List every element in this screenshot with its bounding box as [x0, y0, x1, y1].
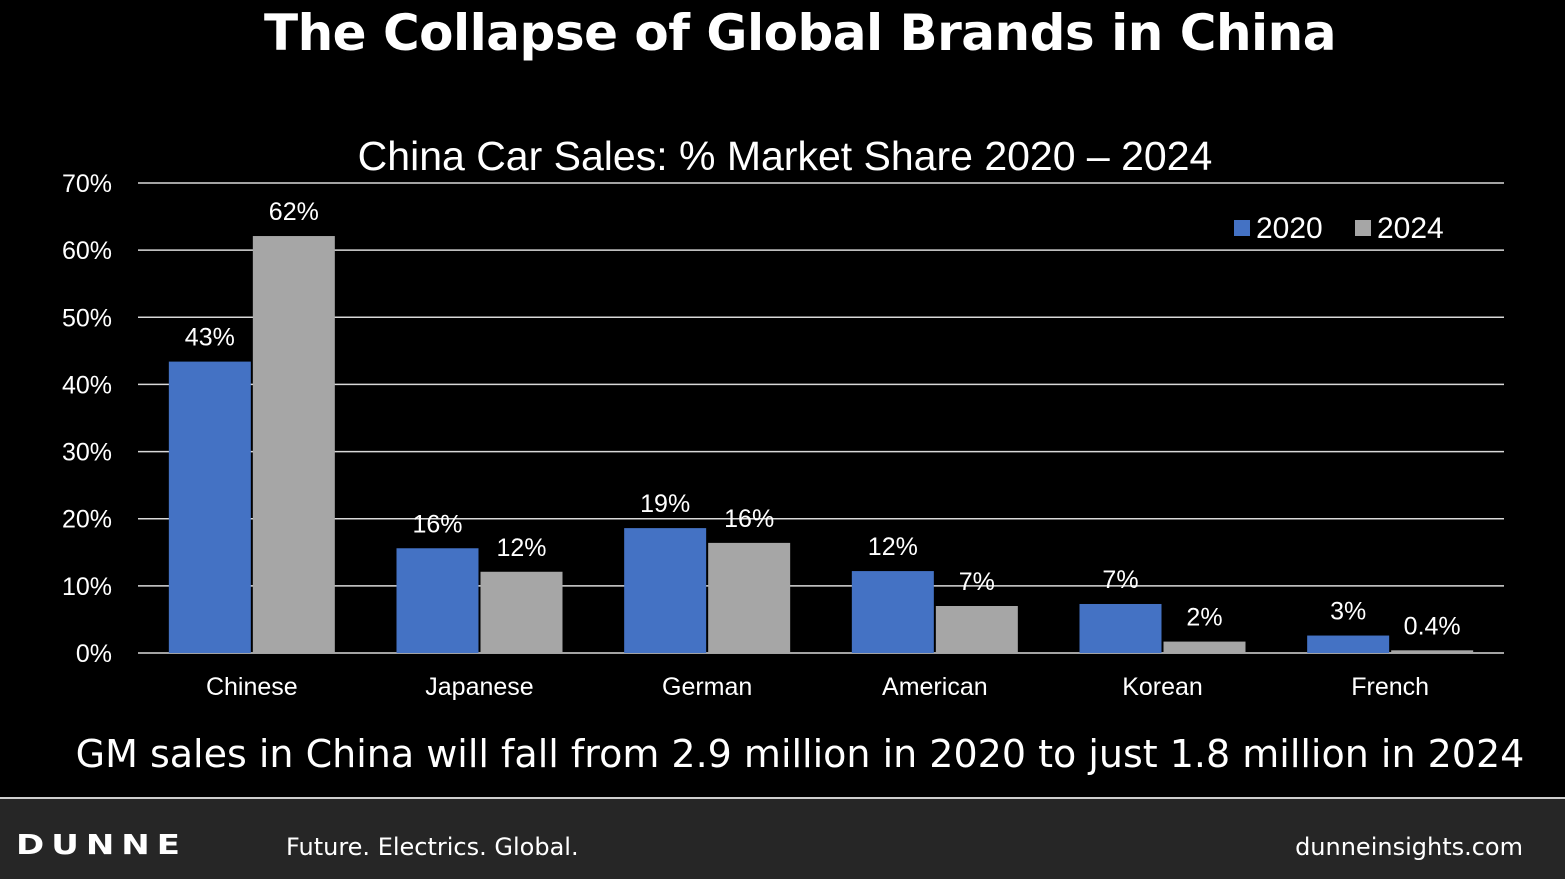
data-label: 3% — [1330, 598, 1366, 626]
data-label: 19% — [640, 490, 690, 518]
bar-2024-chinese — [252, 236, 335, 653]
tagline: Future. Electrics. Global. — [286, 833, 579, 861]
bar-2020-american — [851, 571, 934, 653]
x-tick-label: Japanese — [425, 673, 533, 701]
data-label: 0.4% — [1404, 612, 1461, 640]
bar-2020-french — [1307, 635, 1390, 653]
caption-text: GM sales in China will fall from 2.9 mil… — [75, 732, 1525, 776]
y-tick-label: 70% — [62, 170, 112, 198]
dunne-logo: DUNNE — [16, 828, 187, 862]
x-tick-label: French — [1351, 673, 1429, 701]
website-link[interactable]: dunneinsights.com — [1295, 833, 1523, 861]
bar-2020-german — [624, 528, 707, 653]
market-share-chart: China Car Sales: % Market Share 2020 – 2… — [62, 133, 1504, 701]
y-tick-label: 0% — [76, 640, 112, 668]
data-label: 16% — [412, 510, 462, 538]
bar-2024-french — [1391, 650, 1474, 653]
x-tick-label: Korean — [1122, 673, 1203, 701]
y-tick-label: 40% — [62, 371, 112, 399]
page-title: The Collapse of Global Brands in China — [263, 4, 1337, 62]
bar-2024-japanese — [480, 571, 563, 653]
x-tick-label: Chinese — [206, 673, 298, 701]
chart-title: China Car Sales: % Market Share 2020 – 2… — [358, 133, 1213, 179]
data-label: 12% — [868, 533, 918, 561]
bar-2024-american — [935, 606, 1018, 653]
y-tick-label: 20% — [62, 506, 112, 534]
y-tick-label: 10% — [62, 573, 112, 601]
legend-label-2024: 2024 — [1377, 212, 1444, 245]
data-label: 16% — [724, 505, 774, 533]
data-label: 62% — [269, 198, 319, 226]
data-label: 12% — [496, 534, 546, 562]
y-tick-label: 60% — [62, 237, 112, 265]
data-label: 7% — [959, 568, 995, 596]
bar-2024-german — [708, 542, 791, 653]
data-label: 7% — [1102, 566, 1138, 594]
bar-2024-korean — [1163, 641, 1246, 653]
bar-2020-chinese — [168, 361, 251, 653]
bar-2020-japanese — [396, 548, 479, 653]
x-tick-label: German — [662, 673, 752, 701]
data-label: 2% — [1186, 604, 1222, 632]
footer-bar: DUNNE Future. Electrics. Global. dunnein… — [0, 797, 1565, 879]
x-tick-label: American — [882, 673, 988, 701]
y-tick-label: 50% — [62, 304, 112, 332]
legend-swatch-2020 — [1234, 220, 1250, 236]
data-label: 43% — [185, 324, 235, 352]
legend-swatch-2024 — [1355, 220, 1371, 236]
y-tick-label: 30% — [62, 439, 112, 467]
bar-2020-korean — [1079, 603, 1162, 653]
legend-label-2020: 2020 — [1256, 212, 1323, 245]
